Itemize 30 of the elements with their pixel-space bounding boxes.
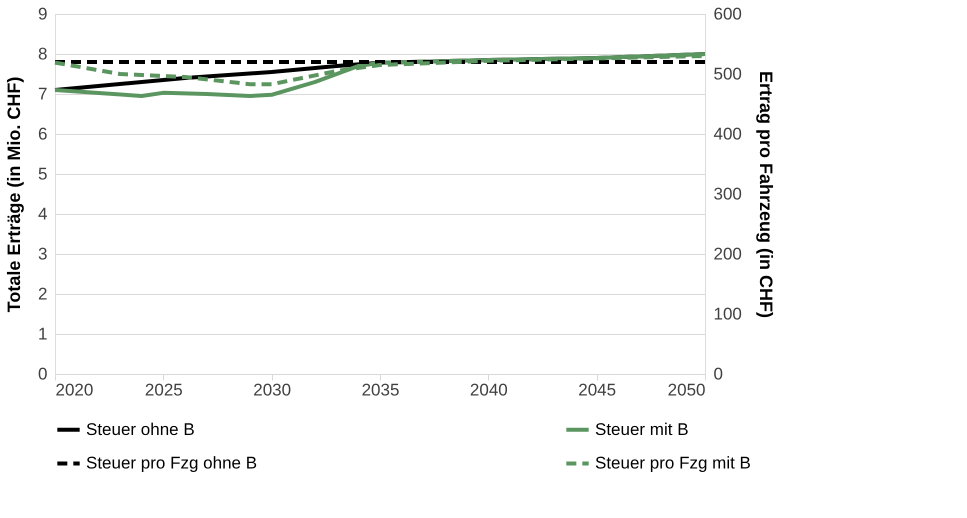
x-tick-label: 2050 [668,380,706,400]
y2-tick-label: 300 [714,184,742,204]
y2-tick-label: 200 [714,244,742,264]
y2-tick-label: 100 [714,304,742,324]
x-tick-label: 2020 [56,380,94,400]
legend-label: Steuer pro Fzg mit B [595,454,751,472]
x-tick-label: 2030 [253,380,292,400]
y2-tick-label: 500 [714,64,742,84]
y2-tick-label: 600 [714,4,742,24]
y-tick-label: 1 [38,324,48,344]
y-tick-label: 3 [38,244,48,264]
y2-tick-label: 400 [714,124,742,144]
y-axis-title: Totale Erträge (in Mio. CHF) [4,76,24,312]
x-tick-label: 2045 [578,380,616,400]
y-tick-label: 6 [38,124,48,144]
y2-axis-title: Ertrag pro Fahrzeug (in CHF) [756,71,776,318]
y-tick-label: 0 [38,364,48,384]
x-tick-label: 2035 [362,380,400,400]
x-tick-label: 2040 [470,380,508,400]
y-tick-label: 2 [38,284,48,304]
y-tick-label: 5 [38,164,48,184]
y-tick-label: 4 [38,204,48,224]
y-tick-label: 9 [38,4,48,24]
legend-label: Steuer pro Fzg ohne B [86,454,258,472]
legend-label: Steuer mit B [595,420,689,439]
y-tick-label: 8 [38,44,48,64]
x-tick-label: 2025 [144,380,183,400]
legend-label: Steuer ohne B [86,420,195,439]
y-tick-label: 7 [38,84,48,104]
y2-tick-label: 0 [714,364,723,384]
